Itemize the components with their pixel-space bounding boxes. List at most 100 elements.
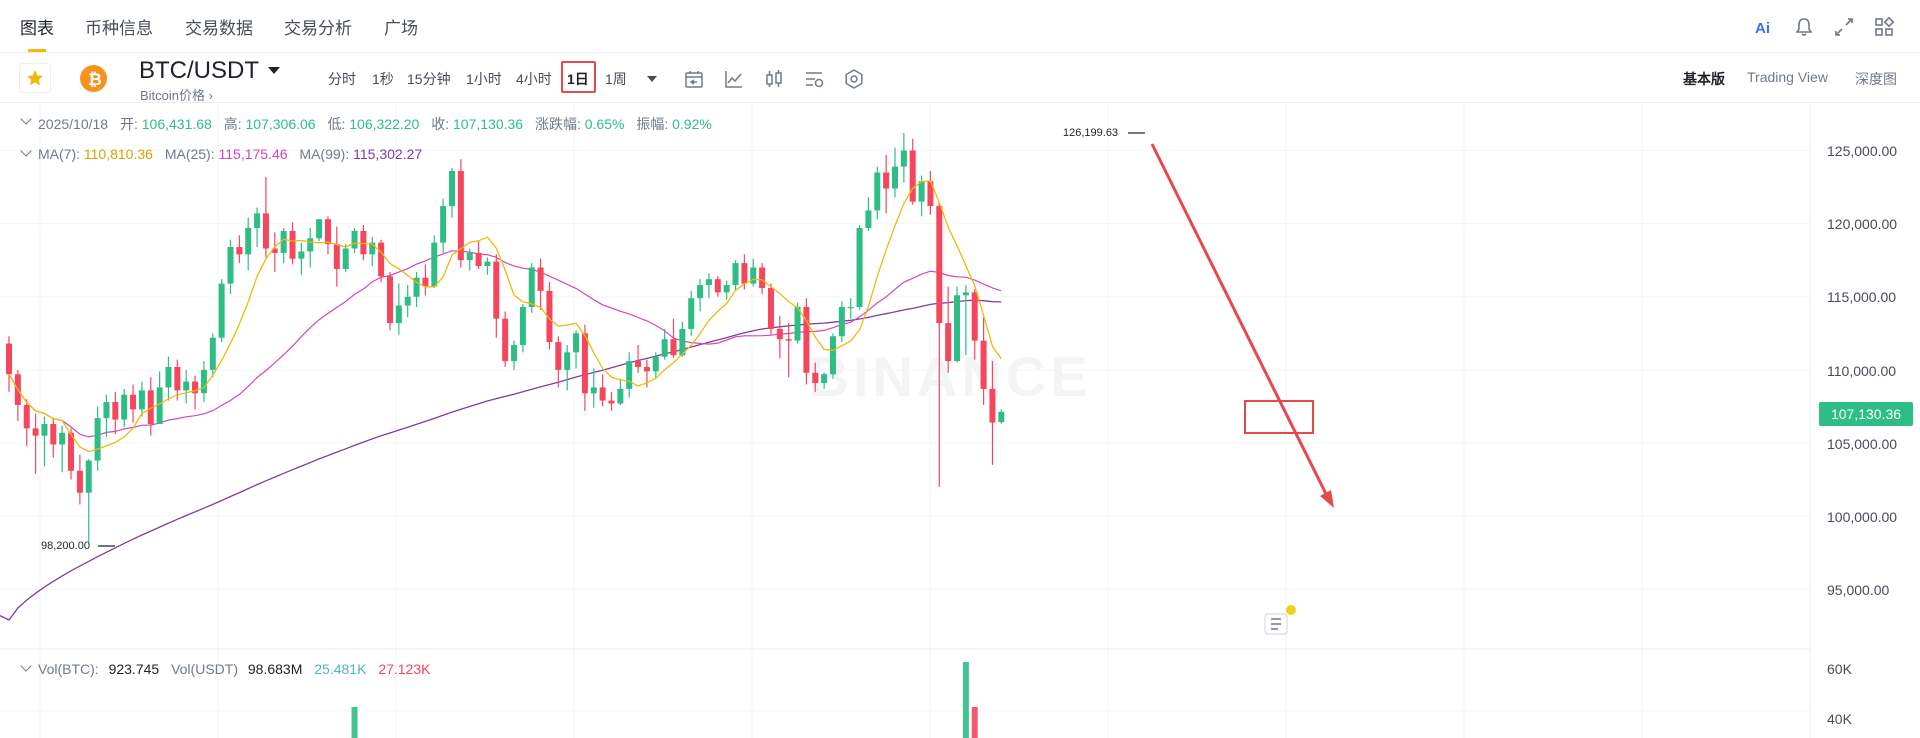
calendar-icon[interactable]: [683, 68, 705, 90]
bell-icon[interactable]: [1793, 16, 1815, 38]
trend-arrow-line[interactable]: [1150, 143, 1333, 505]
pair-dropdown-caret-icon[interactable]: [268, 67, 280, 74]
candle-body: [254, 213, 261, 229]
volume-axis-label: 60K: [1827, 661, 1852, 677]
candle-body: [23, 404, 30, 429]
indicator-settings-icon[interactable]: [803, 68, 825, 90]
candle-body: [643, 366, 650, 372]
candle-body: [617, 388, 624, 404]
candle-body: [404, 296, 411, 306]
interval-1s[interactable]: 1秒: [372, 71, 394, 87]
candle-body: [360, 230, 367, 255]
view-trading-view[interactable]: Trading View: [1747, 69, 1828, 85]
settings-gear-icon[interactable]: [843, 68, 865, 90]
interval-4h[interactable]: 4小时: [516, 71, 552, 87]
ma99-value: 115,302.27: [353, 146, 423, 162]
layout-grid-icon[interactable]: [1873, 16, 1895, 38]
pair-subtitle-link[interactable]: Bitcoin价格 ›: [140, 88, 213, 103]
line-chart-icon[interactable]: [723, 68, 745, 90]
candle-body: [918, 181, 925, 202]
ma25-label: MA(25):: [164, 146, 215, 162]
candle-body: [599, 387, 606, 401]
interval-15m[interactable]: 15分钟: [407, 71, 451, 87]
candle-body: [812, 372, 819, 384]
candle-body: [103, 402, 110, 419]
candle-body: [546, 290, 553, 343]
vol-ma1-value: 25.481K: [314, 661, 367, 677]
candle-body: [351, 230, 358, 249]
candle-body: [626, 361, 633, 389]
ai-icon[interactable]: Ai: [1753, 16, 1775, 38]
candle-body: [865, 210, 872, 229]
candle-body: [528, 267, 535, 307]
ma7-label: MA(7):: [38, 146, 80, 162]
candle-body: [130, 394, 137, 410]
view-depth-chart[interactable]: 深度图: [1855, 71, 1897, 87]
candle-body: [697, 285, 704, 299]
open-value: 106,431.68: [141, 116, 212, 132]
chart-toolbar: ₿ BTC/USDT Bitcoin价格 › 分时 1秒 15分钟 1小时 4小…: [0, 53, 1920, 103]
candle-body: [564, 352, 571, 370]
candle-body: [50, 423, 57, 445]
expand-icon[interactable]: [1833, 16, 1855, 38]
candle-body: [218, 283, 225, 338]
candle-body: [59, 432, 66, 445]
candle-body: [750, 267, 757, 284]
more-intervals-caret-icon[interactable]: [646, 75, 658, 83]
interval-1d[interactable]: 1日: [567, 71, 589, 87]
candle-body: [422, 277, 429, 287]
tab-chart[interactable]: 图表: [20, 19, 54, 38]
collapse-chevron-icon[interactable]: [20, 145, 32, 157]
price-axis-label: 115,000.00: [1827, 289, 1897, 305]
price-axis-label: 105,000.00: [1827, 436, 1898, 452]
amplitude-value: 0.92%: [672, 116, 712, 132]
candle-body: [271, 248, 278, 253]
candle-body: [883, 172, 890, 189]
candle-body: [838, 306, 845, 337]
candle-body: [581, 333, 588, 394]
active-interval-highlight-box: [561, 61, 596, 93]
candle-body: [280, 230, 287, 253]
trading-pair-title[interactable]: BTC/USDT: [139, 57, 259, 84]
candle-body: [502, 318, 509, 362]
price-chart[interactable]: BINANCE: [0, 104, 1920, 738]
candle-body: [511, 345, 518, 362]
collapse-chevron-icon[interactable]: [20, 113, 32, 125]
candle-body: [652, 356, 659, 372]
candle-body: [989, 388, 996, 423]
trend-arrow-head-icon: [1320, 490, 1334, 508]
annotation-box[interactable]: [1244, 400, 1314, 434]
ma99-label: MA(99):: [299, 146, 350, 162]
tab-trading-analysis[interactable]: 交易分析: [284, 19, 352, 38]
notification-dot-icon: [1286, 605, 1296, 615]
favorite-button[interactable]: [19, 63, 51, 93]
ma7-path: [8, 180, 1002, 453]
tab-coin-info[interactable]: 币种信息: [85, 19, 153, 38]
view-basic[interactable]: 基本版: [1683, 71, 1725, 87]
candle-body: [32, 428, 39, 436]
candle-icon[interactable]: [763, 68, 785, 90]
collapse-chevron-icon[interactable]: [20, 660, 32, 672]
candle-body: [962, 292, 969, 296]
candle-body: [183, 381, 190, 391]
interval-1h[interactable]: 1小时: [466, 71, 502, 87]
candle-body: [608, 400, 615, 404]
tab-square[interactable]: 广场: [384, 19, 418, 38]
open-label: 开:: [119, 116, 138, 132]
volume-bar: [962, 662, 969, 738]
vol-btc-value: 923.745: [108, 661, 160, 677]
candle-body: [369, 242, 376, 255]
candle-body: [431, 242, 438, 287]
candle-body: [138, 390, 145, 410]
candle-body: [466, 252, 473, 261]
tab-trading-data[interactable]: 交易数据: [185, 19, 253, 38]
candle-body: [342, 248, 349, 269]
candle-body: [76, 470, 83, 493]
svg-text:Ai: Ai: [1755, 20, 1770, 37]
candle-body: [741, 263, 748, 284]
candle-body: [289, 230, 296, 259]
interval-1w[interactable]: 1周: [605, 71, 627, 87]
interval-time-sharing[interactable]: 分时: [328, 71, 356, 87]
vol-usdt-label: Vol(USDT): [171, 661, 238, 677]
candle-body: [307, 238, 314, 252]
